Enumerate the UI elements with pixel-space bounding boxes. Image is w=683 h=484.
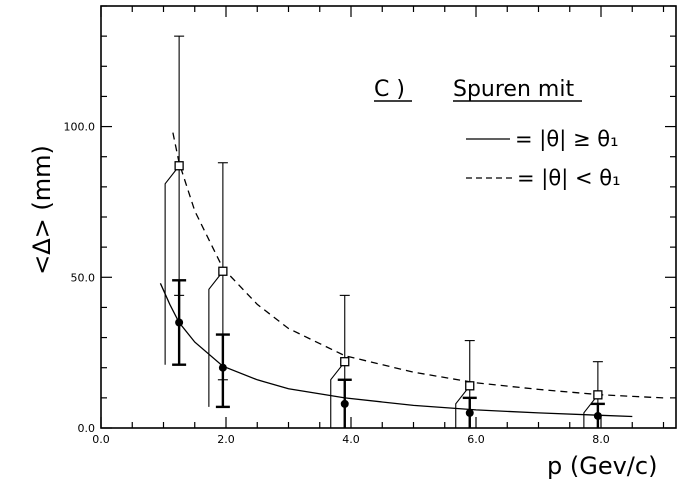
filled-circle-marker [175, 318, 184, 327]
x-tick-label: 4.0 [342, 433, 360, 446]
solid-fit-curve [159, 283, 633, 418]
plot-border [100, 5, 677, 429]
y-tick-label: 0.0 [78, 422, 96, 435]
plot-frame [100, 5, 677, 429]
x-tick-label: 8.0 [592, 433, 610, 446]
data-markers [164, 35, 605, 428]
dashed-fit-curve [172, 132, 664, 399]
y-axis-title: <Δ> (mm) [28, 145, 56, 275]
point-connector [330, 365, 343, 428]
legend-dashed-label: = |θ| < θ₁ [517, 166, 620, 191]
axis-ticks: 0.0 2.0 4.0 6.0 8.0 0.0 50.0 100.0 [64, 5, 676, 446]
y-tick-label: 50.0 [71, 271, 96, 284]
y-tick-label: 100.0 [64, 121, 96, 134]
open-square-marker [465, 381, 475, 391]
point-connector [583, 398, 596, 428]
open-square-marker [218, 266, 228, 276]
x-tick-label: 6.0 [467, 433, 485, 446]
open-square-marker [593, 390, 603, 400]
x-tick-label: 0.0 [92, 433, 110, 446]
open-square-marker [340, 357, 350, 367]
legend-solid-label: = |θ| ≥ θ₁ [515, 127, 618, 152]
x-tick-label: 2.0 [217, 433, 235, 446]
open-square-marker [174, 161, 184, 171]
point-connector [208, 274, 221, 407]
x-axis-title: p (Gev/c) [547, 452, 657, 480]
panel-title: Spuren mit [453, 77, 574, 102]
point-connector [164, 169, 177, 365]
panel-label: C ) [374, 77, 405, 102]
point-connector [455, 389, 468, 428]
